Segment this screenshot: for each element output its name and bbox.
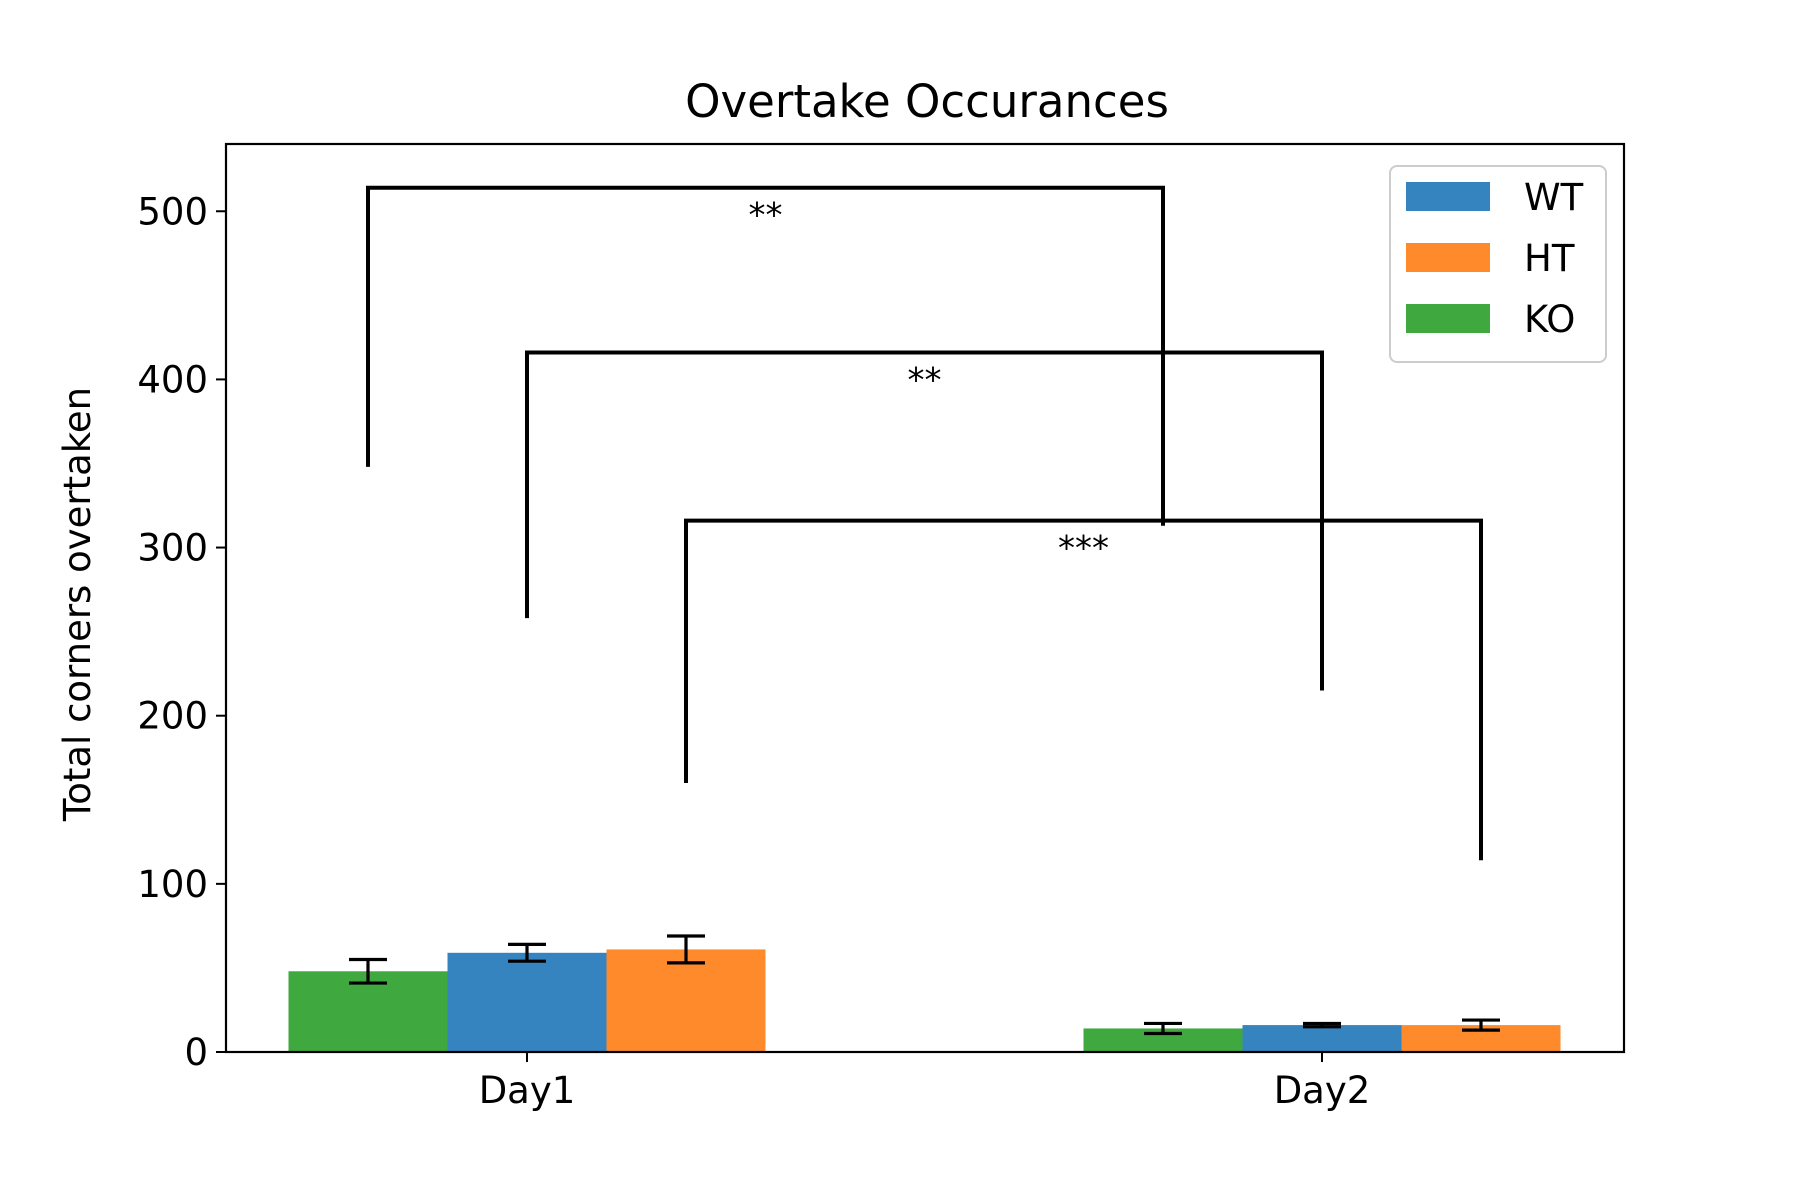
y-axis: 0 100 200 300 400 500 [137, 190, 226, 1074]
y-tick-label-0: 0 [184, 1031, 208, 1074]
y-tick-label-500: 500 [137, 190, 208, 233]
y-tick-label-300: 300 [137, 527, 208, 570]
significance-bracket-1 [366, 185, 1165, 526]
bars-layer [288, 949, 1561, 1052]
y-tick-label-200: 200 [137, 695, 208, 738]
legend-swatch-ko [1406, 304, 1490, 333]
legend: WT HT KO [1389, 165, 1607, 363]
legend-label-ht: HT [1524, 237, 1575, 280]
legend-swatch-wt [1406, 182, 1490, 211]
x-tick-label-day2: Day2 [1274, 1069, 1371, 1112]
error-bars-layer [349, 934, 1500, 1036]
bar-ko-day1 [288, 971, 448, 1052]
significance-bracket-3 [684, 518, 1483, 861]
y-axis-label: Total corners overtaken [56, 387, 99, 822]
bar-wt-day1 [447, 952, 607, 1052]
bar-ko-day2 [1083, 1028, 1243, 1052]
y-tick-label-100: 100 [137, 863, 208, 906]
bar-wt-day2 [1242, 1025, 1402, 1052]
x-tick-label-day1: Day1 [479, 1069, 576, 1112]
significance-label-2: ** [908, 361, 942, 401]
significance-label-3: *** [1058, 529, 1109, 569]
chart-title: Overtake Occurances [685, 75, 1169, 128]
legend-label-wt: WT [1524, 176, 1584, 219]
legend-label-ko: KO [1524, 298, 1575, 341]
significance-layer: ******* [366, 185, 1483, 861]
legend-swatch-ht [1406, 243, 1490, 272]
significance-label-1: ** [749, 196, 783, 236]
plot-frame [224, 142, 1626, 1054]
x-axis: Day1 Day2 [479, 1052, 1371, 1112]
y-tick-label-400: 400 [137, 358, 208, 401]
bar-ht-day1 [606, 949, 766, 1052]
